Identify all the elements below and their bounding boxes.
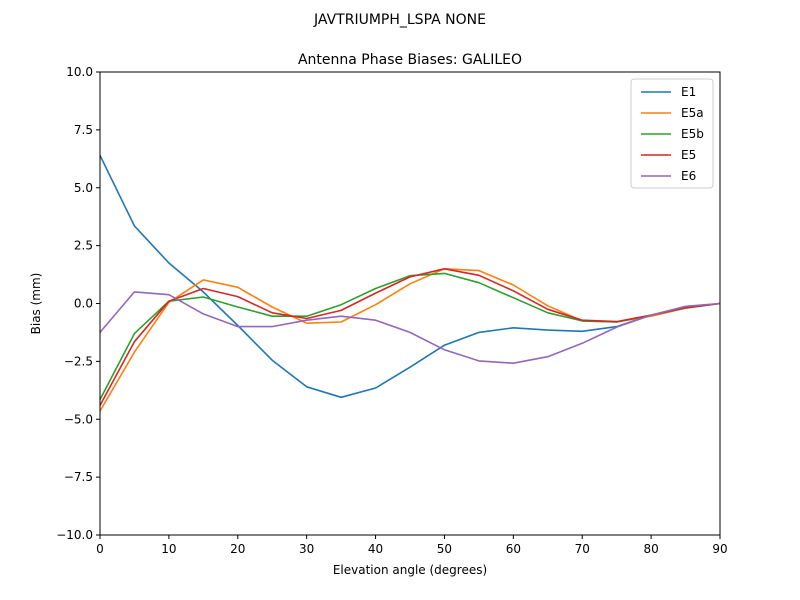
- x-tick-label: 40: [368, 542, 383, 556]
- y-tick-label: −7.5: [64, 470, 93, 484]
- plot-lines: [99, 154, 721, 412]
- axes-frame: [99, 71, 721, 536]
- y-tick-label: 7.5: [74, 123, 93, 137]
- y-tick-label: −10.0: [56, 528, 93, 542]
- y-tick-label: 2.5: [74, 239, 93, 253]
- x-tick-label: 0: [96, 542, 104, 556]
- x-tick-label: 70: [575, 542, 590, 556]
- legend-label-e1: E1: [681, 85, 696, 99]
- legend: E1 E5a E5b E5 E6: [630, 78, 714, 189]
- y-tick-label: 5.0: [74, 181, 93, 195]
- chart-title: Antenna Phase Biases: GALILEO: [298, 52, 522, 68]
- x-tick-label: 60: [506, 542, 521, 556]
- legend-label-e5b: E5b: [681, 127, 704, 141]
- x-tick-label: 80: [643, 542, 658, 556]
- y-tick-label: 0.0: [74, 297, 93, 311]
- axis-ticks: 0 10 20 30 40 50 60 70 80 90 −10.0 −7.5 −5.0 −2.5 0.0 2…: [56, 65, 727, 556]
- x-tick-label: 20: [230, 542, 245, 556]
- series-line-e6: [99, 291, 721, 365]
- x-tick-label: 10: [161, 542, 176, 556]
- legend-label-e6: E6: [681, 169, 696, 183]
- legend-box: [630, 78, 714, 189]
- y-tick-label: −2.5: [64, 354, 93, 368]
- y-tick-label: 10.0: [66, 65, 93, 79]
- y-axis-label: Bias (mm): [29, 273, 43, 335]
- legend-label-e5a: E5a: [681, 106, 704, 120]
- series-line-e5: [99, 267, 721, 406]
- y-tick-label: −5.0: [64, 412, 93, 426]
- x-tick-label: 90: [712, 542, 727, 556]
- chart-suptitle: JAVTRIUMPH_LSPA NONE: [313, 12, 486, 28]
- x-tick-label: 50: [437, 542, 452, 556]
- x-axis-label: Elevation angle (degrees): [333, 563, 487, 577]
- legend-label-e5: E5: [681, 148, 696, 162]
- x-tick-label: 30: [299, 542, 314, 556]
